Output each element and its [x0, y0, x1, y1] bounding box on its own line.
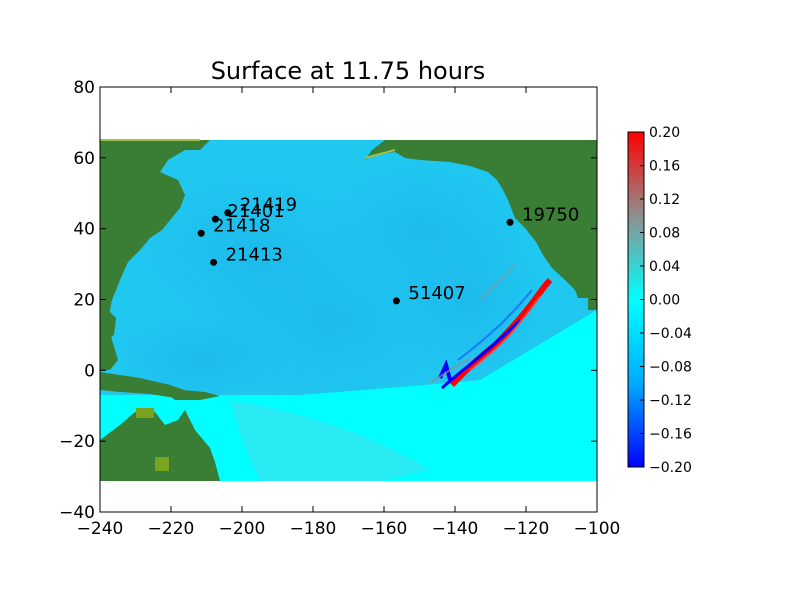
chart-title: Surface at 11.75 hours	[211, 57, 486, 85]
y-tick-label: 40	[73, 220, 95, 240]
y-tick-label: −40	[59, 503, 95, 523]
gauge-label: 51407	[408, 283, 465, 304]
x-tick-label: −100	[574, 519, 621, 539]
australia-north-patch	[136, 408, 154, 418]
coast-highlight-north	[100, 139, 396, 159]
x-tick-label: −160	[361, 519, 408, 539]
gauge-marker	[392, 297, 400, 305]
x-tick-label: −240	[77, 519, 124, 539]
x-tick-label: −200	[219, 519, 266, 539]
x-tick-label: −220	[148, 519, 195, 539]
land-asia	[100, 140, 210, 370]
colorbar-tick-label: −0.20	[649, 460, 692, 476]
gauge-marker	[197, 229, 205, 237]
gauge-marker	[506, 218, 514, 226]
colorbar-tick-label: 0.20	[649, 125, 680, 141]
y-tick-label: −20	[59, 432, 95, 452]
x-tick-label: −180	[290, 519, 337, 539]
land-japan	[132, 172, 168, 230]
gauge-label: 21419	[240, 195, 297, 216]
gauge-marker	[211, 215, 219, 223]
y-tick-label: 80	[73, 78, 95, 98]
colorbar-tick-layer: −0.20 −0.16 −0.12 −0.08 −0.04 0.00 0.04 0.08 0.1…	[640, 125, 692, 476]
x-tick-label: −120	[503, 519, 550, 539]
gauge-label-overlap: 1	[522, 204, 533, 225]
southern-ocean	[100, 310, 597, 481]
colorbar-tick-label: 0.16	[649, 159, 680, 175]
land-north-america	[365, 140, 597, 310]
colorbar-tick-label: 0.08	[649, 226, 680, 242]
australia-inland-patch	[155, 457, 169, 471]
y-tick-label: 60	[73, 149, 95, 169]
gauge-label: 19750	[522, 204, 579, 225]
y-tick-label: 0	[84, 361, 95, 381]
gauge-label: 21401	[227, 201, 284, 222]
colorbar-tick-label: 0.00	[649, 293, 680, 309]
gauge-marker	[224, 209, 232, 217]
gauge-label: 21413	[226, 244, 283, 265]
colorbar-tick-label: −0.12	[649, 393, 692, 409]
colorbar-tick-label: 0.04	[649, 259, 680, 275]
colorbar-tick-label: 0.12	[649, 192, 680, 208]
land-australia	[100, 410, 220, 481]
gauge-label: 21418	[213, 215, 270, 236]
x-tick-label: −140	[432, 519, 479, 539]
colorbar-tick-label: −0.04	[649, 326, 692, 342]
colorbar-tick-label: −0.08	[649, 360, 692, 376]
colorbar-tick-label: −0.16	[649, 427, 692, 443]
wave-texture	[110, 160, 550, 410]
wave-front	[429, 264, 553, 390]
colorbar: −0.20 −0.16 −0.12 −0.08 −0.04 0.00 0.04 0.08 0.1…	[627, 125, 692, 476]
southern-halo	[230, 400, 430, 481]
gauge-marker	[210, 258, 218, 266]
land-new-guinea	[160, 388, 220, 400]
tick-layer: −240 −220 −200 −180 −160 −140 −120 −100−40−2002…	[59, 78, 620, 539]
land-philippines	[106, 310, 116, 340]
y-tick-label: 20	[73, 291, 95, 311]
